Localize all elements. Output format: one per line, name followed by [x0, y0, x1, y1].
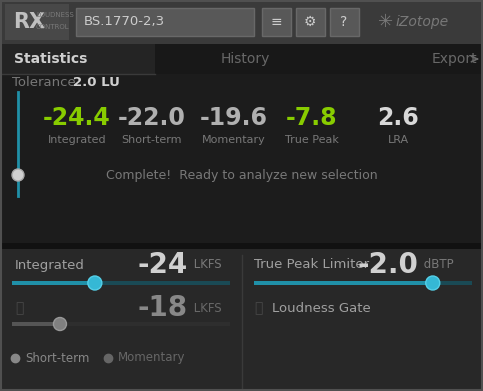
Circle shape [426, 276, 440, 290]
Text: ?: ? [341, 15, 348, 29]
Text: Complete!  Ready to analyze new selection: Complete! Ready to analyze new selection [106, 169, 378, 181]
Text: dBTP: dBTP [420, 258, 454, 271]
Text: -24.4: -24.4 [43, 106, 111, 130]
Bar [330, 8, 359, 36]
Text: Short-term: Short-term [25, 352, 89, 364]
Text: LKFS: LKFS [190, 258, 222, 271]
Text: Tolerance: Tolerance [12, 77, 76, 90]
Text: -7.8: -7.8 [286, 106, 338, 130]
Bar [0, 249, 483, 391]
Bar [0, 243, 483, 249]
Bar [254, 281, 472, 285]
Text: ⏻: ⏻ [15, 301, 23, 315]
Bar [12, 322, 60, 326]
Text: -2.0: -2.0 [357, 251, 418, 279]
Text: History: History [220, 52, 270, 66]
Text: Statistics: Statistics [14, 52, 87, 66]
Text: Integrated: Integrated [15, 258, 85, 271]
Text: Integrated: Integrated [48, 135, 106, 145]
Text: True Peak Limiter: True Peak Limiter [254, 258, 369, 271]
Text: -22.0: -22.0 [118, 106, 186, 130]
Text: True Peak: True Peak [285, 135, 339, 145]
Text: LOUDNESS: LOUDNESS [36, 12, 74, 18]
Text: Export: Export [432, 52, 478, 66]
Bar [262, 8, 291, 36]
Bar [12, 281, 95, 285]
Text: Loudness Gate: Loudness Gate [272, 301, 371, 314]
Circle shape [54, 317, 67, 330]
Bar [12, 322, 230, 326]
Text: iZotope: iZotope [396, 15, 449, 29]
Text: Momentary: Momentary [202, 135, 266, 145]
Text: CONTROL: CONTROL [36, 24, 70, 30]
Text: LKFS: LKFS [190, 301, 222, 314]
Bar [296, 8, 325, 36]
Bar [76, 8, 254, 36]
Text: 2.6: 2.6 [377, 106, 419, 130]
Text: Momentary: Momentary [118, 352, 185, 364]
Text: ⏻: ⏻ [254, 301, 262, 315]
Text: 2.0 LU: 2.0 LU [73, 77, 120, 90]
Text: Short-term: Short-term [122, 135, 182, 145]
Bar [12, 281, 230, 285]
Text: BS.1770-2,3: BS.1770-2,3 [84, 16, 165, 29]
Text: ⚙: ⚙ [304, 15, 316, 29]
Text: RX: RX [13, 12, 45, 32]
Text: ≡: ≡ [270, 15, 282, 29]
Bar [0, 44, 155, 74]
Text: -18: -18 [138, 294, 188, 322]
Circle shape [12, 169, 24, 181]
Bar [0, 44, 483, 74]
Text: ✳: ✳ [378, 13, 393, 31]
Circle shape [88, 276, 102, 290]
Bar [0, 74, 483, 243]
Text: -24: -24 [138, 251, 188, 279]
Text: -19.6: -19.6 [200, 106, 268, 130]
Bar [5, 4, 69, 40]
Text: LRA: LRA [387, 135, 409, 145]
Bar [0, 0, 483, 44]
Bar [254, 281, 433, 285]
